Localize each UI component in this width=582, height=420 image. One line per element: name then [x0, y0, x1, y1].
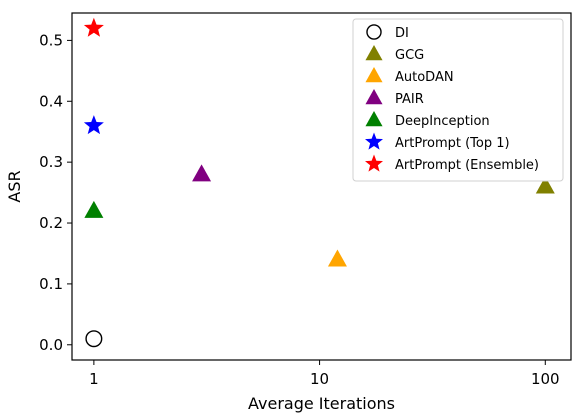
y-tick-label: 0.5 [39, 31, 63, 49]
data-point [535, 176, 555, 194]
y-tick-label: 0.1 [39, 275, 63, 293]
legend-entry: DeepInception [395, 114, 490, 129]
legend-marker [366, 24, 382, 40]
legend-marker [365, 67, 383, 83]
x-tick-label: 10 [310, 370, 329, 388]
legend: DI GCG AutoDAN PAIR DeepInception ArtPrompt (… [352, 18, 564, 182]
data-point [84, 200, 104, 218]
y-tick-label: 0.2 [39, 214, 63, 232]
data-point [327, 249, 347, 267]
legend-box [352, 18, 564, 182]
legend-marker [365, 89, 383, 105]
legend-entry: GCG [395, 48, 424, 63]
legend-marker [365, 154, 383, 172]
legend-marker [365, 45, 383, 61]
legend-marker [365, 111, 383, 127]
data-point [83, 17, 104, 37]
y-tick-label: 0.0 [39, 336, 63, 354]
y-tick-label: 0.4 [39, 92, 63, 110]
legend-entry: ArtPrompt (Ensemble) [395, 158, 539, 173]
x-tick-label: 1 [89, 370, 99, 388]
x-tick-label: 100 [531, 370, 560, 388]
legend-entry: AutoDAN [395, 70, 454, 85]
y-tick-label: 0.3 [39, 153, 63, 171]
plot-frame [71, 12, 572, 361]
axis-ticks: 1 10 100 0.0 0.1 0.2 0.3 0.4 0.5 [39, 31, 559, 388]
y-axis-label: ASR [5, 170, 24, 202]
legend-marker [365, 132, 383, 150]
data-point [192, 164, 212, 182]
data-point [85, 330, 103, 348]
legend-entry: PAIR [395, 92, 424, 107]
legend-entry: ArtPrompt (Top 1) [395, 136, 510, 151]
legend-entry: DI [395, 26, 409, 41]
data-points [83, 17, 555, 348]
x-axis-label: Average Iterations [248, 394, 395, 413]
data-point [83, 115, 104, 135]
